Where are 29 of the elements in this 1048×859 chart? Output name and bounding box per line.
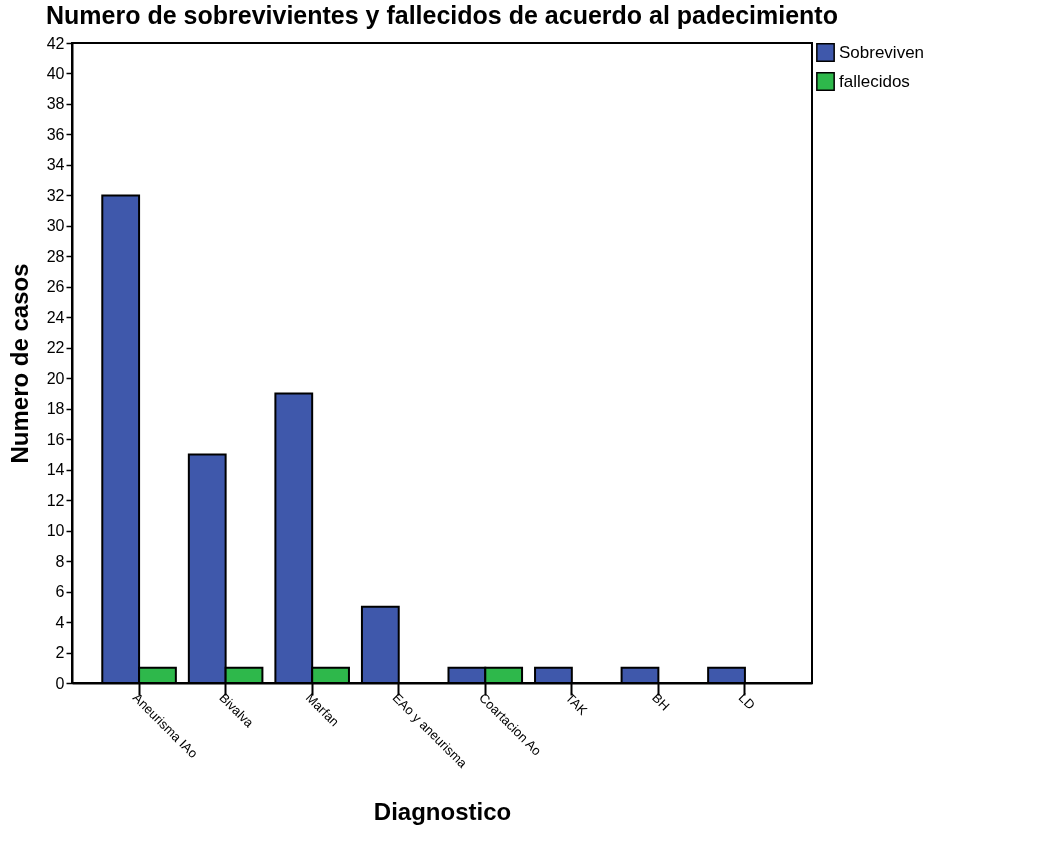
y-tick-label: 36	[46, 125, 65, 143]
y-tick-label: 10	[46, 522, 65, 540]
y-tick-label: 22	[46, 339, 65, 357]
chart-title: Numero de sobrevivientes y fallecidos de acuerdo al padecimiento	[46, 1, 838, 29]
y-tick-label: 26	[46, 278, 65, 296]
y-tick-label: 0	[55, 674, 65, 692]
y-tick-label: 34	[46, 156, 65, 174]
y-tick-label: 2	[55, 644, 65, 662]
y-tick-label: 32	[46, 186, 65, 204]
y-tick-label: 30	[46, 217, 65, 235]
y-tick-label: 38	[46, 95, 65, 113]
y-tick-label: 4	[55, 613, 65, 631]
y-tick-label: 8	[55, 552, 65, 570]
x-axis-title: Diagnostico	[373, 797, 512, 825]
y-tick-label: 14	[46, 461, 65, 479]
y-tick-label: 40	[46, 64, 65, 82]
y-tick-label: 16	[46, 430, 65, 448]
legend-label: fallecidos	[839, 71, 910, 91]
y-tick-label: 6	[55, 583, 65, 601]
y-tick-label: 18	[46, 400, 65, 418]
y-tick-label: 20	[46, 369, 65, 387]
y-tick-label: 42	[46, 34, 65, 52]
x-tick-label: BH	[649, 690, 673, 714]
y-axis-title: Numero de casos	[5, 263, 33, 464]
legend-label: Sobreviven	[839, 42, 925, 62]
y-tick-label: 28	[46, 247, 65, 265]
y-tick-label: 12	[46, 491, 65, 509]
y-tick-label: 24	[46, 308, 65, 326]
x-tick-label: LD	[735, 690, 759, 713]
